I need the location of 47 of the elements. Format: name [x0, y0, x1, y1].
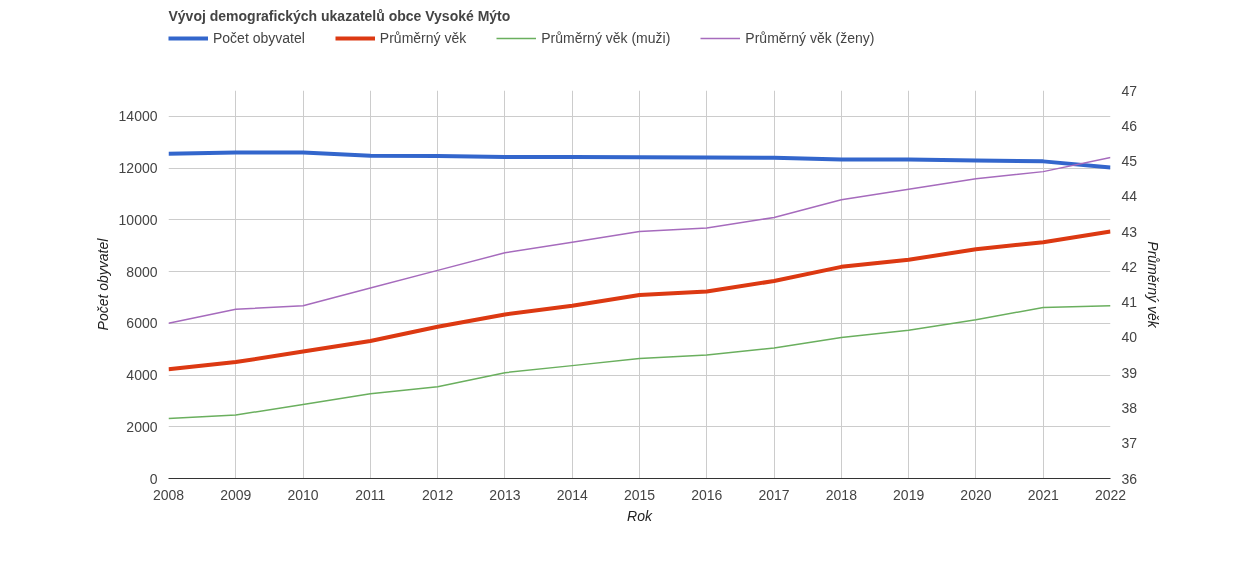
- x-tick-label: 2020: [960, 486, 992, 503]
- legend-label: Průměrný věk (ženy): [745, 30, 875, 46]
- x-axis-title: Rok: [627, 507, 653, 524]
- y2-tick-label: 38: [1121, 399, 1138, 416]
- y-tick-label: 0: [149, 470, 158, 487]
- y2-tick-label: 44: [1121, 188, 1138, 205]
- x-tick-label: 2021: [1027, 486, 1059, 503]
- x-tick-label: 2012: [422, 486, 454, 503]
- line-series: [168, 150, 1111, 170]
- y-tick-label: 12000: [118, 160, 158, 177]
- y2-tick-label: 46: [1121, 117, 1138, 134]
- line-series: [168, 156, 1111, 325]
- x-tick-label: 2019: [893, 486, 925, 503]
- y-axis-title: Počet obyvatel: [94, 237, 111, 331]
- x-tick-label: 2016: [691, 486, 723, 503]
- chart-title: Vývoj demografických ukazatelů obce Vysoké Mýto: [168, 7, 511, 24]
- y2-tick-label: 40: [1121, 329, 1138, 346]
- x-tick-label: 2022: [1094, 486, 1127, 503]
- x-tick-label: 2013: [489, 486, 521, 503]
- y2-tick-label: 43: [1121, 223, 1138, 240]
- y-tick-label: 10000: [118, 211, 158, 228]
- y2-tick-label: 39: [1121, 364, 1138, 381]
- x-tick-label: 2009: [220, 486, 252, 503]
- y2-tick-label: 41: [1121, 294, 1138, 311]
- y2-tick-label: 45: [1121, 153, 1138, 170]
- x-tick-label: 2018: [825, 486, 858, 503]
- legend-label: Průměrný věk: [379, 30, 467, 46]
- y2-axis-title: Průměrný věk: [1145, 241, 1162, 329]
- y2-tick-label: 36: [1121, 470, 1138, 487]
- legend-label: Počet obyvatel: [213, 30, 305, 46]
- y-tick-label: 8000: [126, 263, 158, 280]
- line-series: [168, 304, 1111, 420]
- y-tick-label: 14000: [118, 108, 158, 125]
- y2-tick-label: 47: [1121, 82, 1138, 99]
- line-series: [168, 229, 1111, 372]
- y-tick-label: 4000: [126, 367, 158, 384]
- x-tick-label: 2008: [152, 486, 185, 503]
- x-tick-label: 2014: [556, 486, 588, 503]
- y2-tick-label: 42: [1121, 258, 1138, 275]
- x-tick-label: 2011: [355, 486, 386, 503]
- y2-tick-label: 37: [1121, 435, 1138, 452]
- x-tick-label: 2017: [758, 486, 790, 503]
- y-tick-label: 2000: [126, 418, 158, 435]
- legend-label: Průměrný věk (muži): [541, 30, 671, 46]
- x-tick-label: 2010: [287, 486, 319, 503]
- x-tick-label: 2015: [623, 486, 656, 503]
- y-tick-label: 6000: [126, 315, 158, 332]
